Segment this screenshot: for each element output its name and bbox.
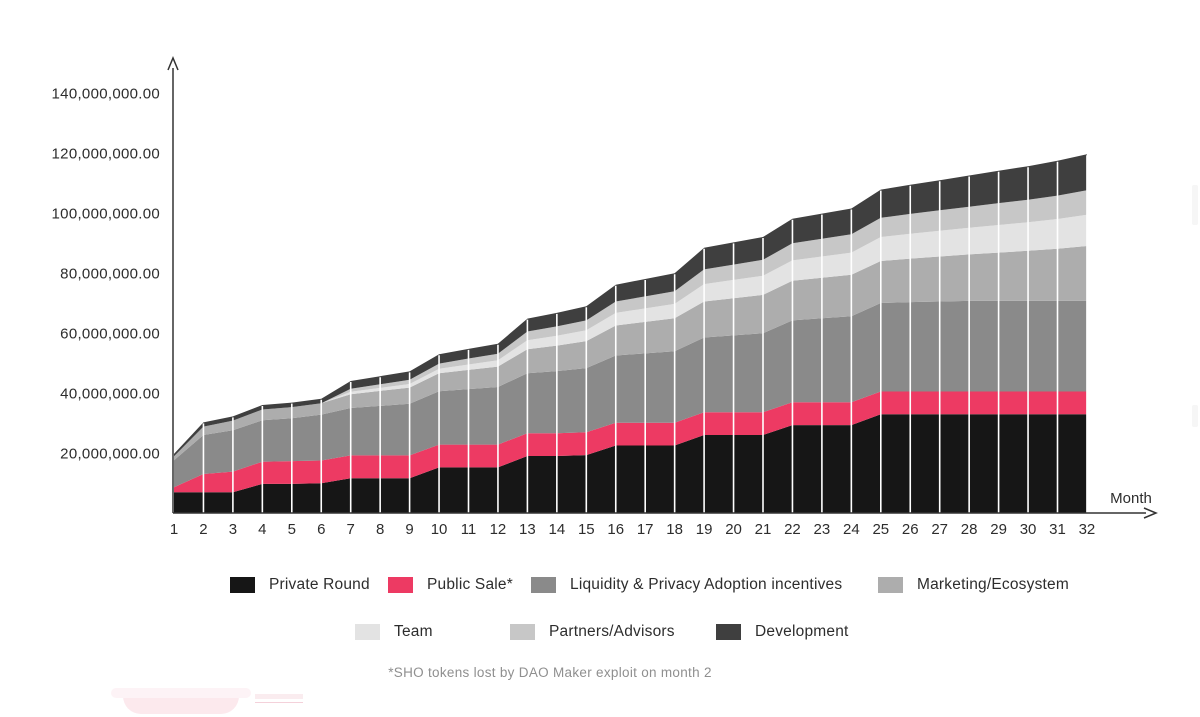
right-edge-smudge-artifact (1192, 405, 1198, 427)
legend-label-private-round: Private Round (269, 576, 370, 593)
month-label-29: 29 (990, 521, 1007, 538)
area-marketing-ecosystem (174, 246, 1087, 461)
cropped-link-artifact (255, 693, 303, 703)
month-label-18: 18 (666, 521, 683, 538)
x-axis-arrow-icon (1143, 507, 1158, 519)
month-label-4: 4 (258, 521, 266, 538)
legend-swatch-partners-advisors (510, 624, 535, 640)
legend-item-partners-advisors: Partners/Advisors (510, 623, 675, 641)
legend-item-private-round: Private Round (230, 576, 370, 594)
month-label-10: 10 (431, 521, 448, 538)
month-label-30: 30 (1020, 521, 1037, 538)
month-label-31: 31 (1049, 521, 1066, 538)
sho-exploit-footnote: *SHO tokens lost by DAO Maker exploit on… (388, 665, 712, 680)
month-label-25: 25 (872, 521, 889, 538)
month-label-11: 11 (461, 521, 477, 538)
month-label-22: 22 (784, 521, 801, 538)
legend-swatch-private-round (230, 577, 255, 593)
cropped-pink-banner-artifact (111, 688, 251, 714)
legend-item-liquidity-incentives: Liquidity & Privacy Adoption incentives (531, 576, 842, 594)
month-label-16: 16 (607, 521, 624, 538)
month-label-15: 15 (578, 521, 595, 538)
legend-item-team: Team (355, 623, 433, 641)
month-label-28: 28 (961, 521, 978, 538)
legend-swatch-liquidity-incentives (531, 577, 556, 593)
legend-item-marketing-ecosystem: Marketing/Ecosystem (878, 576, 1069, 594)
month-label-21: 21 (755, 521, 772, 538)
month-label-32: 32 (1079, 521, 1096, 538)
y-tick-label-60000000: 60,000,000.00 (60, 326, 160, 343)
legend-label-liquidity-incentives: Liquidity & Privacy Adoption incentives (570, 576, 843, 593)
month-label-9: 9 (405, 521, 413, 538)
legend-swatch-public-sale (388, 577, 413, 593)
legend-label-partners-advisors: Partners/Advisors (549, 623, 675, 640)
area-liquidity-privacy-adoption-incentives (174, 300, 1087, 488)
legend-swatch-team (355, 624, 380, 640)
month-label-14: 14 (549, 521, 566, 538)
month-label-19: 19 (696, 521, 713, 538)
legend-label-team: Team (394, 623, 433, 640)
area-public-sale (174, 391, 1087, 493)
month-label-3: 3 (229, 521, 237, 538)
legend-label-public-sale: Public Sale* (427, 576, 513, 593)
y-tick-label-140000000: 140,000,000.00 (52, 86, 160, 103)
month-label-12: 12 (490, 521, 507, 538)
legend-item-public-sale: Public Sale* (388, 576, 513, 594)
month-label-5: 5 (288, 521, 296, 538)
month-label-8: 8 (376, 521, 384, 538)
area-team (174, 214, 1087, 457)
month-label-27: 27 (931, 521, 948, 538)
month-label-13: 13 (519, 521, 536, 538)
month-label-23: 23 (814, 521, 831, 538)
y-tick-label-100000000: 100,000,000.00 (52, 206, 160, 223)
month-label-2: 2 (199, 521, 207, 538)
legend-label-marketing-ecosystem: Marketing/Ecosystem (917, 576, 1069, 593)
y-tick-label-80000000: 80,000,000.00 (60, 266, 160, 283)
month-label-17: 17 (637, 521, 654, 538)
month-label-6: 6 (317, 521, 325, 538)
legend-swatch-development (716, 624, 741, 640)
month-label-20: 20 (725, 521, 742, 538)
y-tick-label-40000000: 40,000,000.00 (60, 386, 160, 403)
right-edge-smudge-artifact (1192, 185, 1198, 225)
legend-item-development: Development (716, 623, 849, 641)
legend-label-development: Development (755, 623, 849, 640)
y-tick-label-20000000: 20,000,000.00 (60, 446, 160, 463)
month-label-26: 26 (902, 521, 919, 538)
y-tick-label-120000000: 120,000,000.00 (52, 146, 160, 163)
legend-swatch-marketing-ecosystem (878, 577, 903, 593)
y-axis-arrow-icon (167, 56, 179, 71)
area-partners-advisors (174, 190, 1087, 457)
area-private-round (174, 414, 1087, 513)
month-label-1: 1 (170, 521, 178, 538)
month-label-24: 24 (843, 521, 860, 538)
x-axis-title: Month (1110, 490, 1152, 507)
month-label-7: 7 (347, 521, 355, 538)
area-development (174, 154, 1087, 457)
